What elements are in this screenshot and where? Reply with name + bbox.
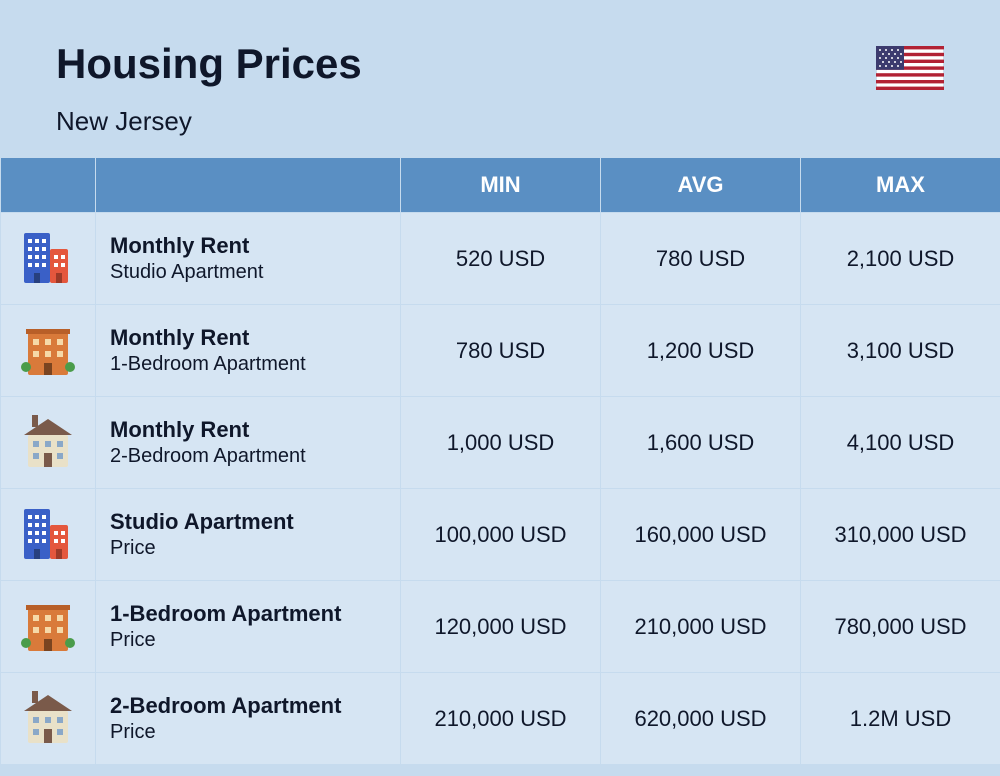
- cell-min: 120,000 USD: [401, 581, 601, 673]
- row-label: 1-Bedroom ApartmentPrice: [96, 581, 401, 673]
- row-title: Monthly Rent: [110, 324, 386, 352]
- header: Housing Prices New Jersey: [0, 0, 1000, 157]
- row-title: 1-Bedroom Apartment: [110, 600, 386, 628]
- row-label: Monthly RentStudio Apartment: [96, 213, 401, 305]
- cell-avg: 160,000 USD: [601, 489, 801, 581]
- row-label: Studio ApartmentPrice: [96, 489, 401, 581]
- us-flag-icon: [876, 46, 944, 95]
- house-building-icon: [1, 673, 96, 765]
- table-row: Studio ApartmentPrice100,000 USD160,000 …: [1, 489, 1000, 581]
- pricing-table: MIN AVG MAX Monthly RentStudio Apartment…: [0, 157, 1000, 765]
- row-label: 2-Bedroom ApartmentPrice: [96, 673, 401, 765]
- cell-min: 1,000 USD: [401, 397, 601, 489]
- row-title: Monthly Rent: [110, 232, 386, 260]
- cell-avg: 1,200 USD: [601, 305, 801, 397]
- row-subtitle: Price: [110, 536, 386, 561]
- cell-max: 310,000 USD: [801, 489, 1000, 581]
- cell-max: 3,100 USD: [801, 305, 1000, 397]
- cell-min: 780 USD: [401, 305, 601, 397]
- page-subtitle: New Jersey: [56, 106, 362, 137]
- header-blank-2: [96, 158, 401, 213]
- house-building-icon: [1, 397, 96, 489]
- row-label: Monthly Rent1-Bedroom Apartment: [96, 305, 401, 397]
- page-title: Housing Prices: [56, 40, 362, 88]
- header-blank-1: [1, 158, 96, 213]
- row-subtitle: Price: [110, 628, 386, 653]
- apartment-building-icon: [1, 305, 96, 397]
- row-label: Monthly Rent2-Bedroom Apartment: [96, 397, 401, 489]
- cell-max: 4,100 USD: [801, 397, 1000, 489]
- row-title: 2-Bedroom Apartment: [110, 692, 386, 720]
- table-row: Monthly RentStudio Apartment520 USD780 U…: [1, 213, 1000, 305]
- cell-min: 100,000 USD: [401, 489, 601, 581]
- cell-max: 1.2M USD: [801, 673, 1000, 765]
- table-row: Monthly Rent2-Bedroom Apartment1,000 USD…: [1, 397, 1000, 489]
- cell-min: 520 USD: [401, 213, 601, 305]
- row-subtitle: 2-Bedroom Apartment: [110, 444, 386, 469]
- tall-building-icon: [1, 213, 96, 305]
- cell-max: 2,100 USD: [801, 213, 1000, 305]
- col-header-min: MIN: [401, 158, 601, 213]
- col-header-max: MAX: [801, 158, 1000, 213]
- cell-avg: 620,000 USD: [601, 673, 801, 765]
- table-row: 1-Bedroom ApartmentPrice120,000 USD210,0…: [1, 581, 1000, 673]
- row-title: Studio Apartment: [110, 508, 386, 536]
- col-header-avg: AVG: [601, 158, 801, 213]
- row-subtitle: 1-Bedroom Apartment: [110, 352, 386, 377]
- page: Housing Prices New Jersey: [0, 0, 1000, 776]
- cell-avg: 1,600 USD: [601, 397, 801, 489]
- row-subtitle: Studio Apartment: [110, 260, 386, 285]
- table-row: 2-Bedroom ApartmentPrice210,000 USD620,0…: [1, 673, 1000, 765]
- cell-avg: 210,000 USD: [601, 581, 801, 673]
- title-block: Housing Prices New Jersey: [56, 40, 362, 137]
- row-subtitle: Price: [110, 720, 386, 745]
- table-header-row: MIN AVG MAX: [1, 158, 1000, 213]
- cell-max: 780,000 USD: [801, 581, 1000, 673]
- cell-avg: 780 USD: [601, 213, 801, 305]
- row-title: Monthly Rent: [110, 416, 386, 444]
- cell-min: 210,000 USD: [401, 673, 601, 765]
- apartment-building-icon: [1, 581, 96, 673]
- tall-building-icon: [1, 489, 96, 581]
- table-row: Monthly Rent1-Bedroom Apartment780 USD1,…: [1, 305, 1000, 397]
